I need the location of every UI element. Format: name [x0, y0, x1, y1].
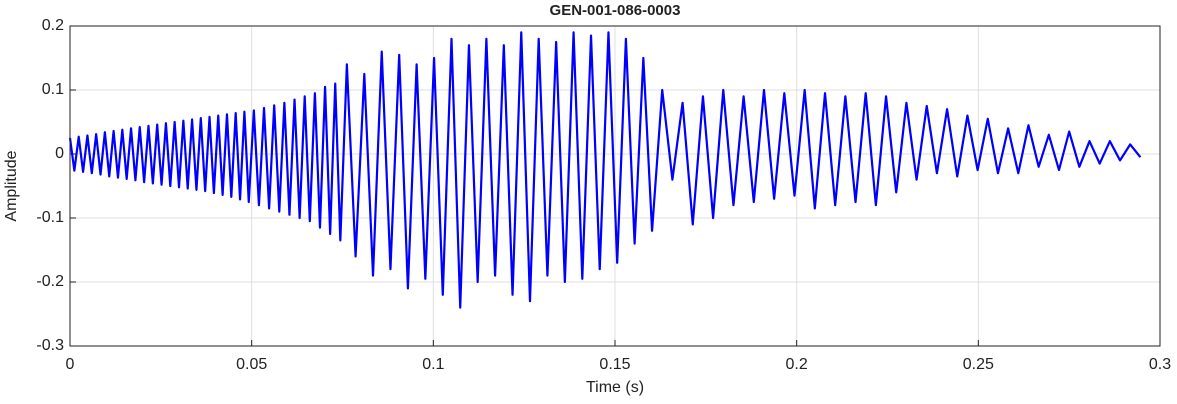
x-tick-label: 0.2 [786, 356, 808, 373]
x-tick-label: 0.25 [963, 356, 994, 373]
y-tick-label: 0.1 [42, 81, 64, 98]
y-tick-label: -0.1 [36, 209, 64, 226]
x-tick-label: 0.3 [1149, 356, 1171, 373]
y-tick-label: 0.2 [42, 17, 64, 34]
x-tick-label: 0 [66, 356, 75, 373]
x-tick-label: 0.15 [599, 356, 630, 373]
signal-line [68, 31, 1142, 309]
y-tick-label: -0.3 [36, 337, 64, 354]
x-tick-label: 0.1 [422, 356, 444, 373]
y-tick-label: -0.2 [36, 273, 64, 290]
chart-title: GEN-001-086-0003 [550, 2, 681, 19]
y-axis-label: Amplitude [3, 150, 20, 221]
plot-frame [69, 25, 1161, 347]
x-axis-label: Time (s) [586, 379, 644, 396]
y-tick-label: 0 [55, 145, 64, 162]
x-tick-label: 0.05 [236, 356, 267, 373]
